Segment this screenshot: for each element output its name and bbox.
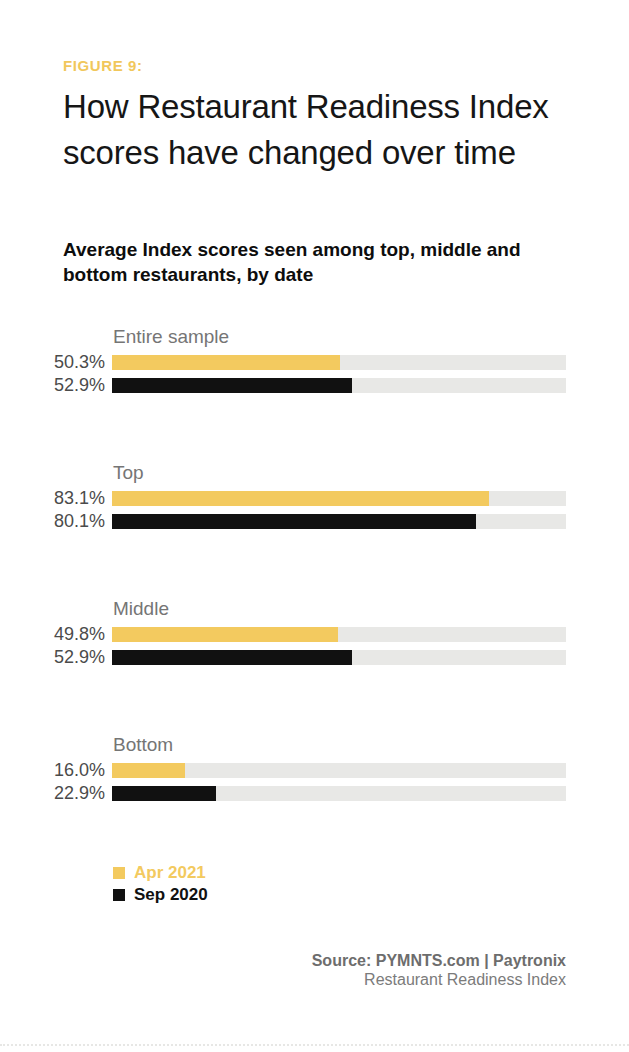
bar-row: 50.3% bbox=[0, 355, 566, 370]
bar-chart: Entire sample 50.3% 52.9% Top 83.1% 80.1… bbox=[0, 0, 629, 1052]
bar-group: Top 83.1% 80.1% bbox=[0, 462, 566, 537]
bar-track bbox=[112, 355, 566, 370]
bar-fill bbox=[112, 355, 340, 370]
legend-swatch-sep-2020 bbox=[113, 889, 125, 901]
bar-fill bbox=[112, 491, 489, 506]
legend-swatch-apr-2021 bbox=[113, 867, 125, 879]
source-subline: Restaurant Readiness Index bbox=[312, 970, 566, 989]
bar-row: 52.9% bbox=[0, 378, 566, 393]
bar-fill bbox=[112, 786, 216, 801]
bar-fill bbox=[112, 514, 476, 529]
legend-label-sep-2020: Sep 2020 bbox=[134, 884, 208, 906]
bar-group: Middle 49.8% 52.9% bbox=[0, 598, 566, 673]
bar-track bbox=[112, 650, 566, 665]
bar-group-label: Top bbox=[113, 462, 566, 484]
bottom-divider bbox=[0, 1044, 629, 1046]
bar-value-label: 83.1% bbox=[0, 491, 112, 506]
legend-item-apr-2021: Apr 2021 bbox=[113, 862, 208, 884]
bar-row: 49.8% bbox=[0, 627, 566, 642]
bar-row: 52.9% bbox=[0, 650, 566, 665]
bar-value-label: 52.9% bbox=[0, 378, 112, 393]
bar-row: 16.0% bbox=[0, 763, 566, 778]
bar-row: 83.1% bbox=[0, 491, 566, 506]
bar-row: 80.1% bbox=[0, 514, 566, 529]
source-line: Source: PYMNTS.com | Paytronix bbox=[312, 951, 566, 970]
bar-fill bbox=[112, 763, 185, 778]
chart-legend: Apr 2021 Sep 2020 bbox=[113, 862, 208, 906]
bar-value-label: 80.1% bbox=[0, 514, 112, 529]
bar-value-label: 16.0% bbox=[0, 763, 112, 778]
legend-item-sep-2020: Sep 2020 bbox=[113, 884, 208, 906]
bar-row: 22.9% bbox=[0, 786, 566, 801]
bar-value-label: 22.9% bbox=[0, 786, 112, 801]
bar-group: Entire sample 50.3% 52.9% bbox=[0, 326, 566, 401]
bar-track bbox=[112, 786, 566, 801]
source-attribution: Source: PYMNTS.com | Paytronix Restauran… bbox=[312, 951, 566, 989]
bar-track bbox=[112, 763, 566, 778]
bar-group-label: Entire sample bbox=[113, 326, 566, 348]
bar-value-label: 52.9% bbox=[0, 650, 112, 665]
bar-value-label: 49.8% bbox=[0, 627, 112, 642]
bar-group-label: Bottom bbox=[113, 734, 566, 756]
figure-page: FIGURE 9: How Restaurant Readiness Index… bbox=[0, 0, 629, 1052]
bar-group: Bottom 16.0% 22.9% bbox=[0, 734, 566, 809]
bar-fill bbox=[112, 378, 352, 393]
bar-fill bbox=[112, 650, 352, 665]
bar-track bbox=[112, 378, 566, 393]
bar-track bbox=[112, 491, 566, 506]
bar-track bbox=[112, 627, 566, 642]
bar-value-label: 50.3% bbox=[0, 355, 112, 370]
bar-group-label: Middle bbox=[113, 598, 566, 620]
legend-label-apr-2021: Apr 2021 bbox=[134, 862, 206, 884]
bar-track bbox=[112, 514, 566, 529]
bar-fill bbox=[112, 627, 338, 642]
